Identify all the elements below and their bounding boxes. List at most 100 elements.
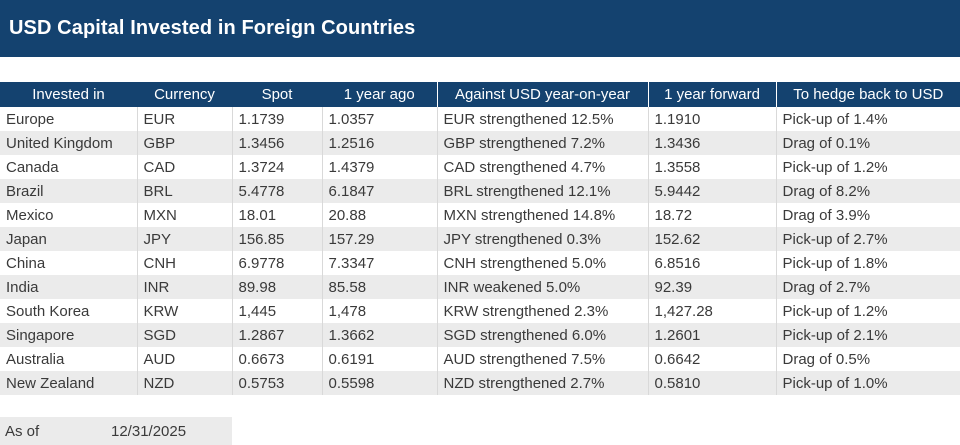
cell-one_year_ago: 20.88 <box>321 203 437 227</box>
table-row: South Korea KRW 1,445 1,478 KRW strengthened… <box>0 299 960 323</box>
cell-one_year_ago: 85.58 <box>321 275 437 299</box>
cell-one_year_forward: 1.2601 <box>647 323 776 347</box>
table-row: Japan JPY 156.85 157.29 JPY strengthened 0.3… <box>0 227 960 251</box>
cell-hedge: Pick-up of 1.8% <box>775 251 960 275</box>
table-header-row: Invested in Currency Spot 1 year ago Against… <box>0 82 960 107</box>
header-cell-currency: Currency <box>137 82 232 107</box>
header-cell-one_year_ago: 1 year ago <box>322 82 437 107</box>
cell-one_year_forward: 1.3558 <box>647 155 776 179</box>
cell-currency: JPY <box>136 227 232 251</box>
cell-invested_in: Canada <box>6 158 59 176</box>
table-row: Brazil BRL 5.4778 6.1847 BRL strengthened 12… <box>0 179 960 203</box>
table-row: Canada CAD 1.3724 1.4379 CAD strengthened 4.… <box>0 155 960 179</box>
cell-currency: KRW <box>136 299 232 323</box>
cell-spot: 0.5753 <box>231 371 322 395</box>
cell-invested_in: China <box>6 254 46 272</box>
table-row: China CNH 6.9778 7.3347 CNH strengthened 5.0… <box>0 251 960 275</box>
cell-one_year_forward: 1,427.28 <box>647 299 776 323</box>
cell-one_year_ago: 1.3662 <box>321 323 437 347</box>
cell-one_year_forward: 6.8516 <box>647 251 776 275</box>
table-row: United Kingdom GBP 1.3456 1.2516 GBP strengt… <box>0 131 960 155</box>
cell-hedge: Drag of 0.1% <box>775 131 960 155</box>
cell-spot: 1.3724 <box>231 155 322 179</box>
header-cell-spot: Spot <box>232 82 322 107</box>
cell-invested_in: India <box>0 275 137 299</box>
page-title: USD Capital Invested in Foreign Countrie… <box>9 17 416 39</box>
cell-hedge: Pick-up of 1.4% <box>775 107 960 131</box>
cell-currency: EUR <box>136 107 232 131</box>
cell-one_year_forward: 0.6642 <box>647 347 776 371</box>
cell-hedge: Drag of 0.5% <box>775 347 960 371</box>
cell-hedge: Drag of 2.7% <box>775 275 960 299</box>
cell-spot: 6.9778 <box>231 251 322 275</box>
cell-invested_in: Japan <box>0 227 137 251</box>
cell-one_year_forward: 5.9442 <box>647 179 776 203</box>
cell-invested_in: Singapore <box>0 323 137 347</box>
cell-against_usd: INR weakened 5.0% <box>436 275 648 299</box>
cell-one_year_ago: 1.0357 <box>321 107 437 131</box>
fx-table: Invested in Currency Spot 1 year ago Against… <box>0 82 960 395</box>
header-cell-against_usd: Against USD year-on-year <box>436 82 648 107</box>
cell-currency: BRL <box>136 179 232 203</box>
cell-spot: 1.2867 <box>231 323 322 347</box>
cell-currency: CNH <box>136 251 232 275</box>
cell-against_usd: GBP strengthened 7.2% <box>436 131 648 155</box>
title-bar: USD Capital Invested in Foreign Countrie… <box>0 0 960 57</box>
cell-against_usd: CNH strengthened 5.0% <box>436 251 648 275</box>
cell-hedge: Pick-up of 1.0% <box>775 371 960 395</box>
cell-spot: 89.98 <box>231 275 322 299</box>
cell-against_usd: MXN strengthened 14.8% <box>436 203 648 227</box>
cell-spot: 156.85 <box>231 227 322 251</box>
cell-one_year_forward: 1.3436 <box>647 131 776 155</box>
table-row: Australia AUD 0.6673 0.6191 AUD strengthened… <box>0 347 960 371</box>
cell-invested_in: Europe <box>6 110 55 128</box>
cell-one_year_ago: 7.3347 <box>321 251 437 275</box>
cell-one_year_forward: 152.62 <box>647 227 776 251</box>
table-row: Europe EUR 1.1739 1.0357 EUR strengthened 12… <box>0 107 960 131</box>
cell-one_year_forward: 92.39 <box>647 275 776 299</box>
cell-invested_in: South Korea <box>6 302 90 320</box>
table-row: Singapore SGD 1.2867 1.3662 SGD strengthened… <box>0 323 960 347</box>
cell-against_usd: CAD strengthened 4.7% <box>436 155 648 179</box>
table-row: India INR 89.98 85.58 INR weakened 5.0% 92.39… <box>0 275 960 299</box>
cell-against_usd: BRL strengthened 12.1% <box>436 179 648 203</box>
cell-one_year_ago: 6.1847 <box>321 179 437 203</box>
cell-hedge: Pick-up of 2.7% <box>775 227 960 251</box>
cell-currency: AUD <box>136 347 232 371</box>
header-cell-invested_in: Invested in <box>0 82 137 107</box>
cell-against_usd: NZD strengthened 2.7% <box>436 371 648 395</box>
as-of-date: 12/31/2025 <box>111 422 187 440</box>
header-cell-hedge: To hedge back to USD <box>775 82 960 107</box>
cell-spot: 1.3456 <box>231 131 322 155</box>
cell-against_usd: EUR strengthened 12.5% <box>436 107 648 131</box>
cell-hedge: Drag of 3.9% <box>775 203 960 227</box>
cell-hedge: Drag of 8.2% <box>775 179 960 203</box>
cell-currency: GBP <box>136 131 232 155</box>
cell-one_year_ago: 157.29 <box>321 227 437 251</box>
cell-hedge: Pick-up of 1.2% <box>775 155 960 179</box>
cell-against_usd: SGD strengthened 6.0% <box>436 323 648 347</box>
cell-one_year_ago: 0.6191 <box>321 347 437 371</box>
cell-one_year_ago: 1,478 <box>321 299 437 323</box>
as-of-row: As of 12/31/2025 <box>0 417 232 445</box>
cell-against_usd: AUD strengthened 7.5% <box>436 347 648 371</box>
cell-invested_in: New Zealand <box>0 371 137 395</box>
cell-hedge: Pick-up of 2.1% <box>775 323 960 347</box>
header-cell-one_year_forward: 1 year forward <box>647 82 776 107</box>
table-row: Mexico MXN 18.01 20.88 MXN strengthened 14.8… <box>0 203 960 227</box>
cell-against_usd: KRW strengthened 2.3% <box>436 299 648 323</box>
cell-one_year_forward: 1.1910 <box>647 107 776 131</box>
cell-currency: MXN <box>136 203 232 227</box>
cell-spot: 0.6673 <box>231 347 322 371</box>
cell-currency: INR <box>136 275 232 299</box>
table-body: Europe EUR 1.1739 1.0357 EUR strengthened 12… <box>0 107 960 395</box>
cell-spot: 5.4778 <box>231 179 322 203</box>
cell-one_year_ago: 0.5598 <box>321 371 437 395</box>
cell-currency: NZD <box>136 371 232 395</box>
cell-one_year_ago: 1.2516 <box>321 131 437 155</box>
cell-one_year_forward: 0.5810 <box>647 371 776 395</box>
cell-against_usd: JPY strengthened 0.3% <box>436 227 648 251</box>
cell-spot: 1.1739 <box>231 107 322 131</box>
cell-invested_in: United Kingdom <box>0 131 137 155</box>
cell-one_year_forward: 18.72 <box>647 203 776 227</box>
